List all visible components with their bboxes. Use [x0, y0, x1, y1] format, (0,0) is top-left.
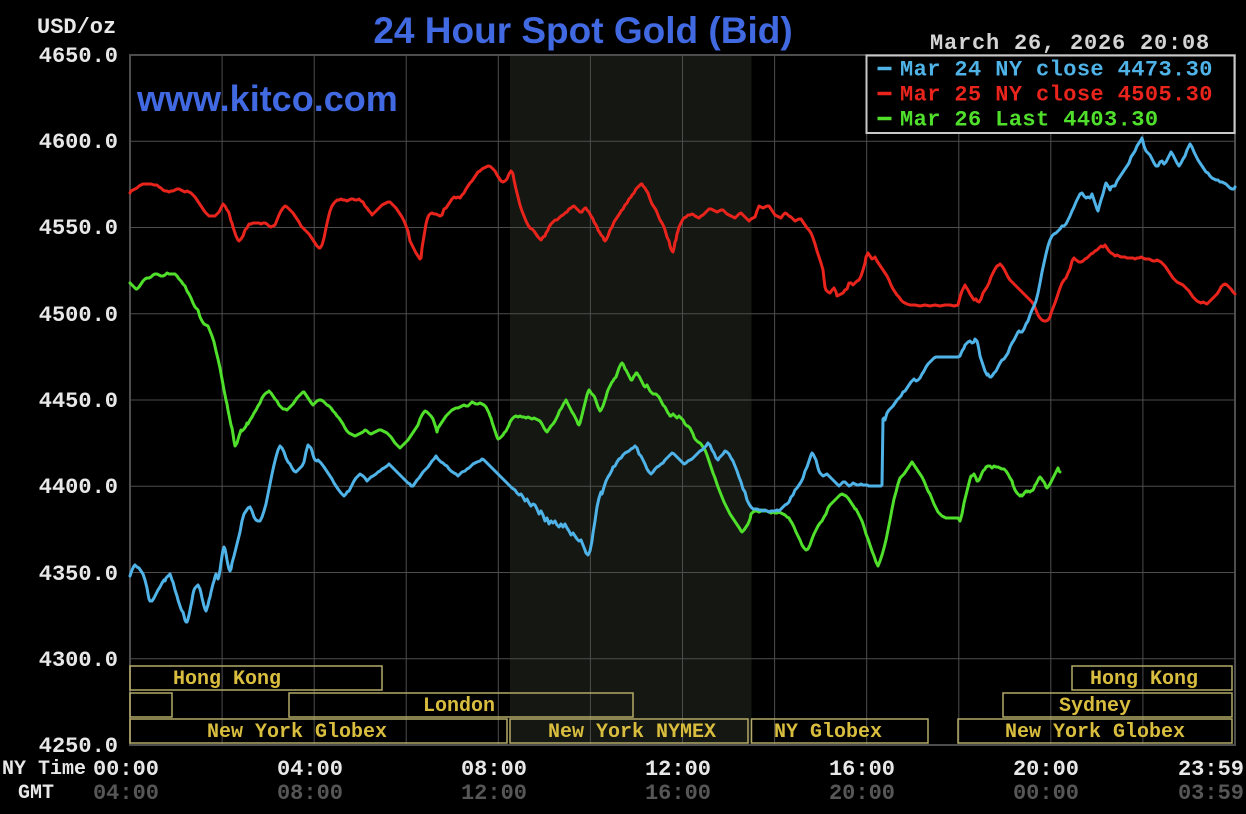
svg-text:16:00: 16:00 — [645, 781, 711, 806]
svg-text:Mar 24 NY close 4473.30: Mar 24 NY close 4473.30 — [900, 58, 1213, 83]
svg-text:20:00: 20:00 — [829, 781, 895, 806]
svg-text:23:59: 23:59 — [1178, 757, 1244, 782]
svg-text:20:00: 20:00 — [1013, 757, 1079, 782]
svg-text:04:00: 04:00 — [277, 757, 343, 782]
svg-text:NY Time: NY Time — [2, 758, 86, 781]
svg-text:24 Hour Spot Gold (Bid): 24 Hour Spot Gold (Bid) — [373, 10, 792, 51]
svg-text:4250.0: 4250.0 — [39, 734, 118, 759]
svg-text:London: London — [423, 695, 495, 718]
svg-text:12:00: 12:00 — [645, 757, 711, 782]
svg-text:Sydney: Sydney — [1059, 695, 1131, 718]
svg-text:4600.0: 4600.0 — [39, 130, 118, 155]
svg-text:4350.0: 4350.0 — [39, 562, 118, 587]
svg-text:Mar 26 Last 4403.30: Mar 26 Last 4403.30 — [900, 108, 1158, 133]
svg-text:08:00: 08:00 — [461, 757, 527, 782]
svg-text:GMT: GMT — [18, 782, 54, 805]
svg-text:12:00: 12:00 — [461, 781, 527, 806]
svg-text:4300.0: 4300.0 — [39, 648, 118, 673]
svg-text:Mar 25 NY close 4505.30: Mar 25 NY close 4505.30 — [900, 83, 1213, 108]
svg-text:03:59: 03:59 — [1178, 781, 1244, 806]
svg-text:08:00: 08:00 — [277, 781, 343, 806]
svg-text:Hong Kong: Hong Kong — [173, 668, 281, 691]
svg-text:4450.0: 4450.0 — [39, 389, 118, 414]
svg-text:4500.0: 4500.0 — [39, 303, 118, 328]
svg-text:NY Globex: NY Globex — [774, 721, 882, 744]
svg-text:16:00: 16:00 — [829, 757, 895, 782]
svg-text:New York NYMEX: New York NYMEX — [548, 721, 716, 744]
svg-text:New York Globex: New York Globex — [207, 721, 387, 744]
svg-text:March 26, 2026 20:08: March 26, 2026 20:08 — [930, 31, 1210, 56]
svg-text:www.kitco.com: www.kitco.com — [136, 78, 398, 119]
svg-text:4400.0: 4400.0 — [39, 475, 118, 500]
svg-text:New York Globex: New York Globex — [1005, 721, 1185, 744]
svg-text:4650.0: 4650.0 — [39, 44, 118, 69]
svg-text:00:00: 00:00 — [1013, 781, 1079, 806]
svg-text:USD/oz: USD/oz — [37, 15, 116, 40]
svg-text:Hong Kong: Hong Kong — [1090, 668, 1198, 691]
svg-text:4550.0: 4550.0 — [39, 216, 118, 241]
svg-text:00:00: 00:00 — [93, 757, 159, 782]
svg-text:04:00: 04:00 — [93, 781, 159, 806]
